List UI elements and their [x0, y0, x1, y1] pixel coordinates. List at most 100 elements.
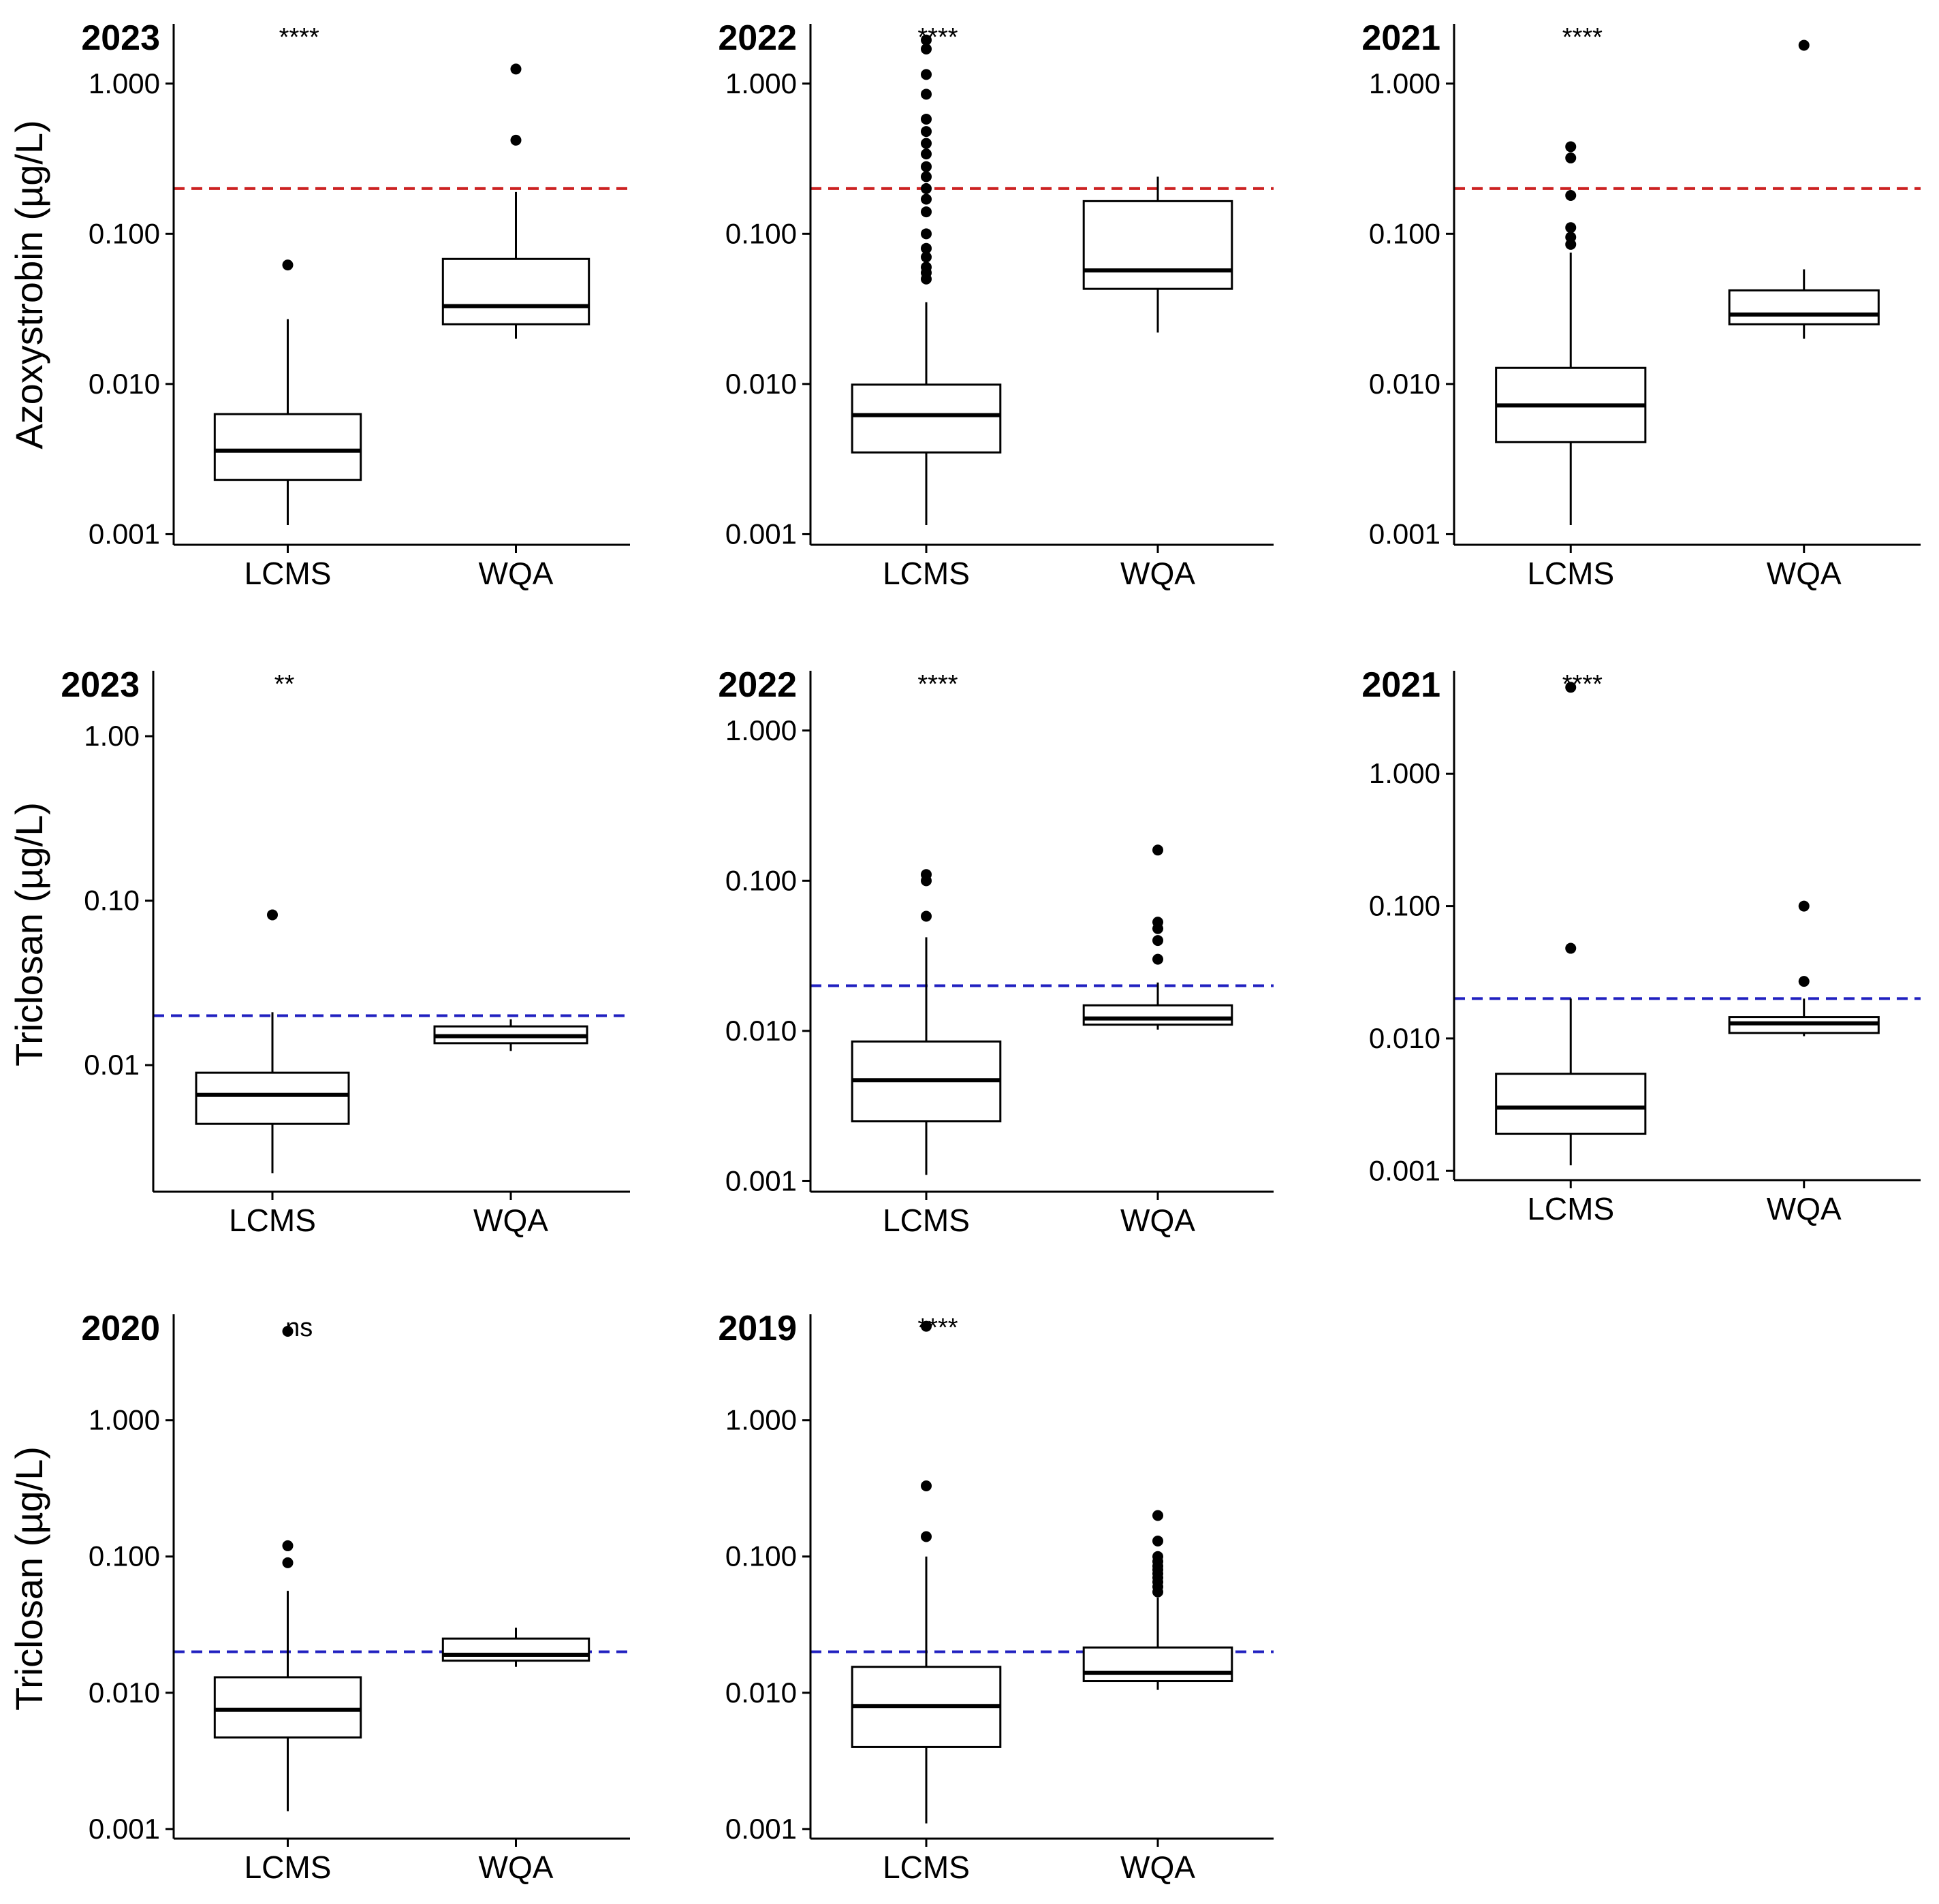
outlier-point — [921, 228, 932, 239]
iqr-box — [215, 1677, 360, 1737]
outlier-point — [1565, 141, 1576, 152]
outlier-point — [921, 869, 932, 880]
y-tick-label: 0.001 — [725, 518, 797, 550]
box-lcms — [852, 1321, 1000, 1824]
box-lcms — [1496, 682, 1645, 1165]
outlier-point — [921, 161, 932, 172]
significance-label: ns — [285, 1314, 313, 1342]
outlier-point — [1152, 954, 1163, 965]
figure-canvas: 0.0010.0100.1001.000LCMS WQA2023 ****Azoxy… — [0, 0, 1939, 1904]
y-tick-label: 1.000 — [89, 67, 160, 99]
y-tick-label: 0.001 — [725, 1813, 797, 1845]
outlier-point — [1152, 917, 1163, 927]
y-tick-label: 0.100 — [1369, 217, 1440, 249]
y-tick-label: 1.000 — [89, 1404, 160, 1436]
y-tick-label: 0.001 — [89, 1813, 160, 1845]
box-wqa — [1729, 39, 1878, 338]
x-tick-label: LCMS — [245, 1850, 332, 1885]
outlier-point — [1152, 1551, 1163, 1562]
y-tick-label: 0.010 — [725, 1677, 797, 1709]
outlier-point — [1799, 901, 1810, 912]
panel-title: 2021 — [1361, 665, 1440, 705]
box-wqa — [1084, 176, 1232, 332]
panel-tric-2019: 0.001 0.010 0.100 1.000 LCMS WQA 2019 **** — [718, 1309, 1274, 1885]
y-tick-label: 0.010 — [89, 1677, 160, 1709]
y-axis-label: Azoxystrobin (µg/L) — [7, 120, 50, 449]
y-axis-label: Triclosan (µg/L) — [7, 1446, 50, 1711]
panel-tric-2022: 0.001 0.010 0.100 1.000 LCMS WQA 2022 **** — [718, 665, 1274, 1238]
y-axis-label: Triclosan (µg/L) — [7, 802, 50, 1066]
outlier-point — [1799, 976, 1810, 987]
y-tick-label: 1.000 — [1369, 67, 1440, 99]
y-tick-label: 1.000 — [725, 67, 797, 99]
iqr-box — [215, 414, 360, 480]
significance-label: **** — [1562, 670, 1603, 699]
x-tick-label: LCMS — [883, 556, 970, 591]
box-lcms — [215, 259, 360, 525]
outlier-point — [1152, 1536, 1163, 1546]
x-tick-label: WQA — [1767, 556, 1842, 591]
x-tick-label: LCMS — [229, 1203, 316, 1238]
y-tick-label: 0.01 — [84, 1049, 140, 1081]
outlier-point — [267, 909, 278, 920]
y-tick-label: 0.010 — [1369, 1022, 1440, 1054]
box-wqa — [1729, 901, 1878, 1036]
y-tick-label: 0.010 — [725, 1015, 797, 1047]
significance-label: **** — [917, 1314, 958, 1342]
y-tick-label: 1.000 — [725, 1404, 797, 1436]
x-tick-label: LCMS — [883, 1203, 970, 1238]
outlier-point — [1565, 222, 1576, 233]
x-tick-label: WQA — [479, 1850, 554, 1885]
outlier-point — [283, 1540, 294, 1551]
outlier-point — [283, 259, 294, 270]
y-tick-label: 0.001 — [725, 1164, 797, 1196]
significance-label: ** — [274, 670, 295, 699]
outlier-point — [921, 148, 932, 159]
x-tick-label: WQA — [1767, 1191, 1842, 1226]
box-lcms — [852, 869, 1000, 1175]
y-tick-label: 0.100 — [89, 1540, 160, 1572]
box-wqa — [1084, 1510, 1232, 1690]
iqr-box — [443, 1638, 588, 1660]
iqr-box — [1084, 201, 1232, 289]
outlier-point — [921, 126, 932, 137]
panel-azox-2023: 0.001 0.010 0.100 1.000 LCMS WQA 2023 **** Azoxy… — [7, 18, 630, 591]
box-wqa — [443, 63, 588, 338]
iqr-box — [1496, 1074, 1645, 1134]
y-tick-label: 1.000 — [725, 714, 797, 746]
iqr-box — [196, 1073, 349, 1124]
box-lcms — [215, 1326, 360, 1811]
iqr-box — [852, 385, 1000, 453]
panel-title: 2022 — [718, 665, 797, 705]
x-tick-label: LCMS — [883, 1850, 970, 1885]
outlier-point — [921, 138, 932, 149]
x-tick-label: WQA — [1120, 1850, 1195, 1885]
x-tick-label: LCMS — [1527, 1191, 1614, 1226]
outlier-point — [1152, 935, 1163, 946]
y-tick-label: 0.001 — [89, 518, 160, 550]
iqr-box — [443, 259, 588, 324]
box-wqa — [1084, 844, 1232, 1030]
panel-tric-2021: 0.0010.0100.1001.000LCMS WQA2021 **** — [1361, 665, 1921, 1226]
y-tick-label: 0.010 — [725, 368, 797, 400]
y-tick-label: 1.000 — [1369, 757, 1440, 789]
x-tick-label: LCMS — [245, 556, 332, 591]
x-tick-label: WQA — [479, 556, 554, 591]
significance-label: **** — [917, 670, 958, 699]
box-wqa — [443, 1628, 588, 1666]
y-tick-label: 0.010 — [89, 368, 160, 400]
box-lcms — [852, 35, 1000, 525]
panel-title: 2019 — [718, 1309, 797, 1348]
significance-label: **** — [1562, 23, 1603, 52]
outlier-point — [1152, 1510, 1163, 1521]
panel-tric-2020: 0.001 0.010 0.100 1.000 LCMS WQA 2020 ns Triclos… — [7, 1309, 630, 1885]
outlier-point — [921, 183, 932, 194]
outlier-point — [921, 193, 932, 204]
y-tick-label: 0.100 — [725, 1540, 797, 1572]
outlier-point — [921, 69, 932, 80]
outlier-point — [1799, 39, 1810, 50]
outlier-point — [921, 1532, 932, 1542]
outlier-point — [921, 243, 932, 254]
outlier-point — [921, 1480, 932, 1491]
outlier-point — [921, 261, 932, 272]
